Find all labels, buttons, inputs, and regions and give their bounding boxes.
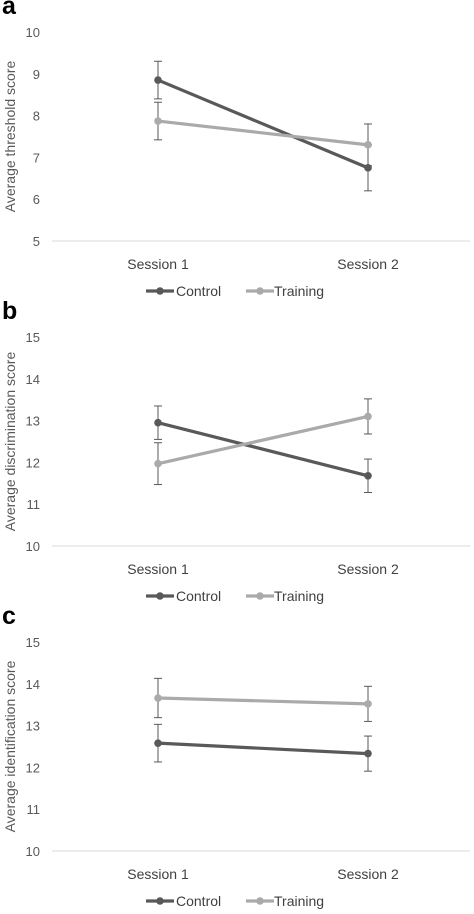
y-tick-label: 11 <box>27 802 41 817</box>
y-tick-label: 10 <box>26 539 40 554</box>
y-tick-label: 6 <box>33 192 40 207</box>
x-tick-label: Session 2 <box>337 561 399 577</box>
y-tick-label: 14 <box>26 372 40 387</box>
legend-label: Control <box>176 893 221 909</box>
data-point-training <box>364 700 372 708</box>
chart-a-svg: 5 6 7 8 9 10 Session 1 Session 2 Average thresho… <box>2 25 470 299</box>
series-line-control <box>156 421 370 478</box>
y-tick-label: 15 <box>26 635 40 650</box>
data-point-training <box>154 117 162 125</box>
y-tick-label: 10 <box>26 25 40 40</box>
data-point-control <box>154 739 162 747</box>
data-point-control <box>364 471 372 480</box>
panel-letter: b <box>2 297 18 325</box>
x-tick-label: Session 1 <box>127 561 189 577</box>
legend-label: Training <box>274 893 324 909</box>
data-point-training <box>364 412 372 421</box>
legend-label: Training <box>274 588 324 604</box>
chart-panel-c: c 10 11 12 13 14 15 Session 1 Session 2 Average … <box>0 604 474 914</box>
y-tick-label: 13 <box>26 719 40 734</box>
y-tick-label: 11 <box>27 497 41 512</box>
data-point-control <box>364 749 372 758</box>
legend-marker-control <box>156 592 164 600</box>
chart-panel-b: b 10 11 12 13 14 15 Session 1 Session 2 Average … <box>0 299 474 610</box>
y-tick-label: 15 <box>26 330 40 345</box>
x-tick-label: Session 1 <box>127 256 189 272</box>
x-tick-label: Session 2 <box>337 866 399 882</box>
panel-letter: c <box>2 602 16 630</box>
data-point-control <box>154 418 162 427</box>
chart-b-svg: 10 11 12 13 14 15 Session 1 Session 2 Average di… <box>2 330 470 604</box>
y-tick-label: 7 <box>33 150 40 165</box>
legend-marker-training <box>256 592 264 600</box>
y-tick-label: 12 <box>26 760 40 775</box>
y-tick-label: 5 <box>33 234 40 249</box>
legend-marker-training <box>256 287 264 295</box>
legend-label: Training <box>274 283 324 299</box>
y-tick-label: 8 <box>33 109 40 124</box>
y-axis-title: Average discrimination score <box>2 352 18 532</box>
legend-label: Control <box>176 588 221 604</box>
chart-panel-a: a 5 6 7 8 9 10 Session 1 Session 2 Average thres… <box>0 0 474 305</box>
panel-letter: a <box>2 0 16 20</box>
data-point-training <box>364 141 372 149</box>
legend-label: Control <box>176 283 221 299</box>
y-axis-title: Average threshold score <box>2 61 18 213</box>
y-tick-label: 14 <box>26 677 40 692</box>
data-point-control <box>154 76 162 84</box>
legend-marker-control <box>156 287 164 295</box>
series-line-control <box>156 741 370 756</box>
y-axis-title: Average identification score <box>2 660 18 832</box>
y-tick-label: 10 <box>26 844 40 859</box>
chart-c-svg: 10 11 12 13 14 15 Session 1 Session 2 Average id… <box>2 635 470 909</box>
legend-marker-control <box>156 897 164 905</box>
y-tick-label: 13 <box>26 414 40 429</box>
y-tick-label: 9 <box>33 67 40 82</box>
x-tick-label: Session 2 <box>337 256 399 272</box>
series-line-training <box>156 119 370 147</box>
data-point-control <box>364 164 372 172</box>
legend-marker-training <box>256 897 264 905</box>
x-tick-label: Session 1 <box>127 866 189 882</box>
series-line-training <box>156 414 370 466</box>
y-tick-label: 12 <box>26 455 40 470</box>
data-point-training <box>154 459 162 468</box>
data-point-training <box>154 694 162 702</box>
series-line-control <box>156 78 370 170</box>
series-line-training <box>156 696 370 706</box>
